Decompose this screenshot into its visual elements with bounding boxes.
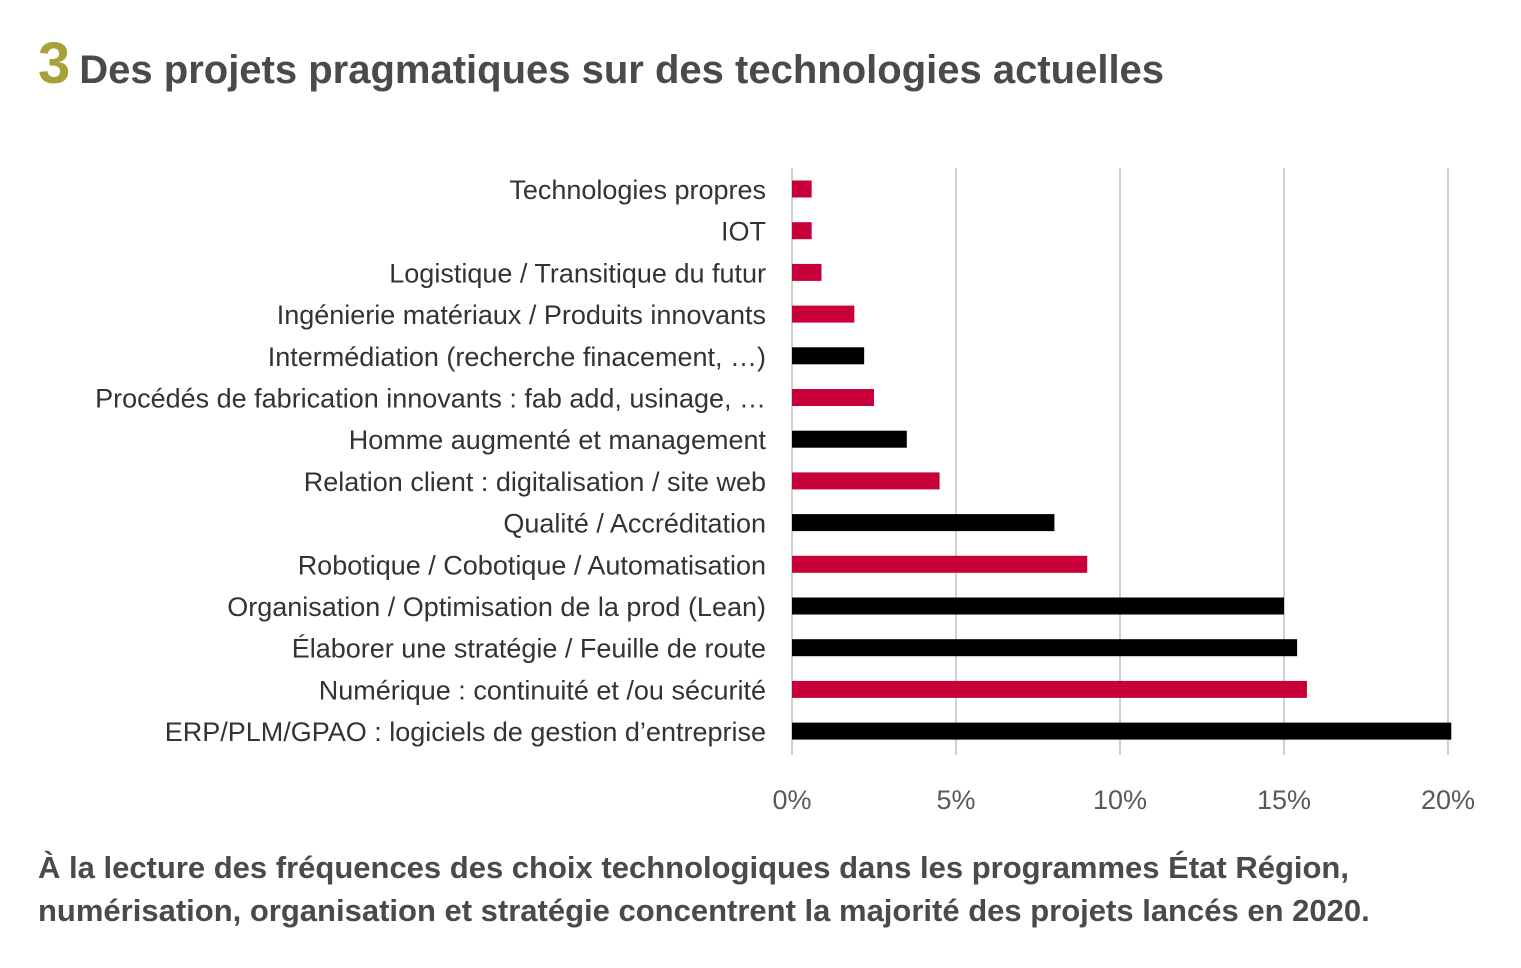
grid-lines [791,168,1449,755]
caption-line-2: numérisation, organisation et stratégie … [38,893,1370,928]
category-label: Qualité / Accréditation [503,509,766,539]
category-label: Intermédiation (recherche finacement, …) [268,342,766,372]
category-label: Homme augmenté et management [349,425,767,455]
bar [792,263,822,281]
category-label: Relation client : digitalisation / site … [304,467,766,497]
bar [792,305,855,323]
category-labels: Technologies propres IOT Logistique / Tran… [95,175,766,747]
x-tick-label: 20% [1421,785,1475,815]
figure-header: 3 Des projets pragmatiques sur des techn… [38,30,1164,97]
category-label: Organisation / Optimisation de la prod (… [227,592,766,622]
x-tick-label: 15% [1257,785,1311,815]
bar [792,180,812,198]
x-axis-tick-labels: 0% 5% 10% 15% 20% [772,785,1475,815]
category-label: IOT [721,217,766,247]
bars [792,180,1452,740]
category-label: Numérique : continuité et /ou sécurité [319,675,766,705]
bar [792,514,1055,532]
bar [792,472,940,490]
bar [792,680,1307,698]
caption-line-1: À la lecture des fréquences des choix te… [38,850,1349,885]
figure-caption: À la lecture des fréquences des choix te… [38,846,1498,932]
bar [792,597,1284,615]
category-label: Ingénierie matériaux / Produits innovant… [277,300,766,330]
figure-title: Des projets pragmatiques sur des technol… [79,48,1165,92]
x-tick-label: 0% [772,785,811,815]
bar [792,555,1088,573]
bar [792,430,907,448]
bar [792,347,865,365]
category-label: ERP/PLM/GPAO : logiciels de gestion d’en… [165,717,766,747]
category-label: Logistique / Transitique du futur [389,258,766,288]
bar [792,222,812,240]
category-label: Procédés de fabrication innovants : fab … [95,384,766,414]
category-label: Robotique / Cobotique / Automatisation [298,550,766,580]
bar [792,722,1452,740]
bar [792,639,1298,657]
category-label: Technologies propres [509,175,766,205]
x-tick-label: 5% [936,785,975,815]
x-tick-label: 10% [1093,785,1147,815]
bar [792,389,874,406]
category-label: Élaborer une stratégie / Feuille de rout… [292,634,766,664]
figure-number: 3 [38,31,70,96]
